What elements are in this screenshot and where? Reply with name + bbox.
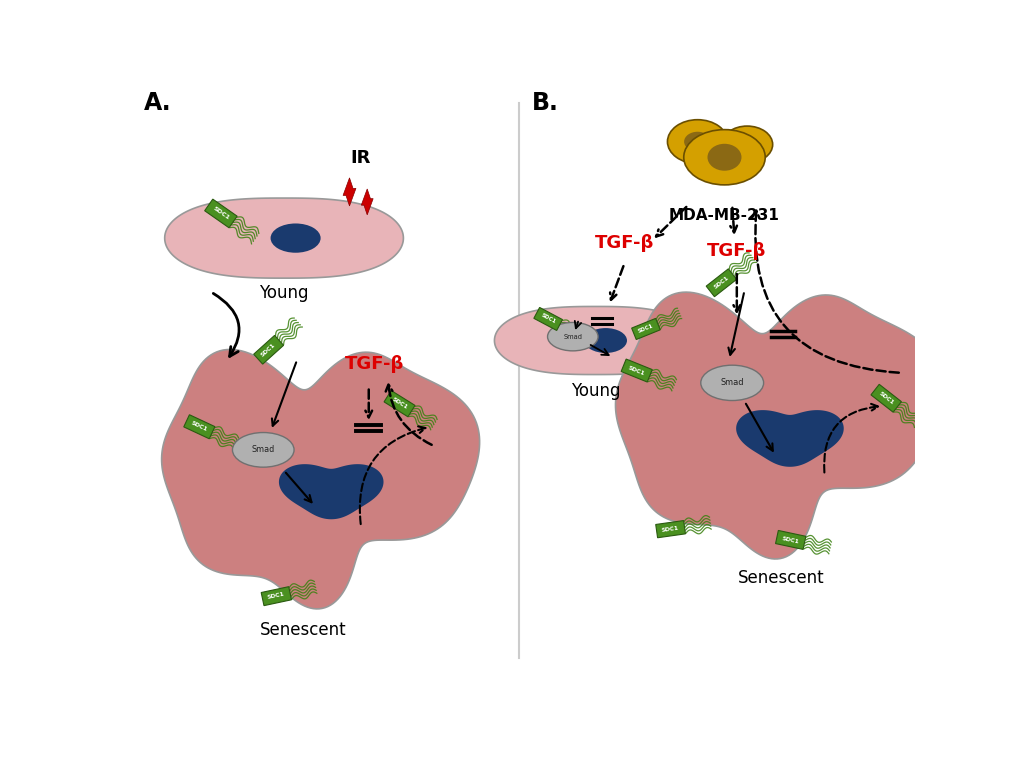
Polygon shape: [261, 587, 291, 606]
Text: Young: Young: [571, 382, 620, 400]
Ellipse shape: [683, 129, 764, 185]
FancyArrowPatch shape: [385, 385, 431, 444]
FancyArrowPatch shape: [360, 426, 425, 524]
Polygon shape: [342, 177, 356, 206]
Polygon shape: [278, 464, 383, 519]
Text: SDC1: SDC1: [267, 592, 285, 601]
Polygon shape: [774, 530, 805, 549]
Ellipse shape: [584, 328, 627, 353]
Ellipse shape: [547, 323, 597, 351]
FancyArrowPatch shape: [285, 473, 311, 502]
Text: TGF-β: TGF-β: [706, 242, 765, 260]
Polygon shape: [533, 308, 561, 330]
FancyArrowPatch shape: [751, 210, 898, 373]
Polygon shape: [736, 410, 843, 467]
FancyArrowPatch shape: [655, 207, 686, 236]
FancyArrowPatch shape: [590, 345, 608, 355]
Ellipse shape: [684, 132, 710, 151]
Text: SDC1: SDC1: [211, 206, 230, 221]
FancyArrowPatch shape: [575, 321, 581, 328]
Polygon shape: [655, 520, 685, 538]
Polygon shape: [870, 384, 901, 412]
FancyArrowPatch shape: [745, 404, 772, 451]
FancyArrowPatch shape: [728, 293, 743, 355]
Text: SDC1: SDC1: [876, 391, 894, 405]
Text: TGF-β: TGF-β: [344, 355, 405, 373]
Polygon shape: [183, 415, 215, 439]
FancyArrowPatch shape: [823, 404, 877, 473]
Text: Smad: Smad: [252, 445, 274, 454]
Text: Senescent: Senescent: [260, 620, 346, 639]
Text: MDA-MB-231: MDA-MB-231: [668, 208, 780, 223]
Text: SDC1: SDC1: [712, 275, 730, 290]
Text: Senescent: Senescent: [737, 569, 823, 587]
FancyArrowPatch shape: [609, 266, 623, 300]
FancyArrowPatch shape: [272, 363, 296, 426]
FancyArrowPatch shape: [730, 208, 737, 233]
FancyArrowPatch shape: [213, 294, 238, 356]
Ellipse shape: [232, 432, 293, 467]
Ellipse shape: [700, 365, 763, 401]
Text: B.: B.: [532, 90, 558, 115]
Polygon shape: [384, 390, 415, 417]
FancyArrowPatch shape: [365, 389, 372, 418]
Text: Smad: Smad: [562, 334, 582, 340]
Text: SDC1: SDC1: [539, 313, 556, 325]
Text: SDC1: SDC1: [390, 397, 408, 411]
Text: Smad: Smad: [719, 379, 743, 387]
Text: SDC1: SDC1: [637, 324, 654, 334]
Text: SDC1: SDC1: [781, 536, 799, 544]
Text: SDC1: SDC1: [661, 526, 679, 533]
Polygon shape: [705, 269, 736, 297]
Text: Young: Young: [259, 284, 309, 302]
Ellipse shape: [721, 126, 772, 163]
Text: SDC1: SDC1: [260, 342, 276, 357]
Polygon shape: [254, 335, 283, 364]
Text: A.: A.: [144, 90, 171, 115]
FancyArrowPatch shape: [733, 274, 740, 312]
Text: SDC1: SDC1: [191, 421, 208, 433]
Polygon shape: [621, 359, 651, 382]
Ellipse shape: [666, 119, 727, 164]
Polygon shape: [631, 318, 659, 340]
Polygon shape: [494, 307, 697, 375]
Ellipse shape: [707, 144, 741, 171]
Polygon shape: [614, 292, 942, 559]
Ellipse shape: [736, 136, 757, 153]
Text: IR: IR: [351, 149, 371, 168]
Polygon shape: [164, 198, 403, 278]
Polygon shape: [361, 189, 373, 215]
Polygon shape: [205, 199, 237, 228]
Text: TGF-β: TGF-β: [594, 234, 653, 252]
Text: SDC1: SDC1: [627, 365, 645, 376]
Polygon shape: [161, 350, 479, 609]
Ellipse shape: [270, 223, 320, 252]
